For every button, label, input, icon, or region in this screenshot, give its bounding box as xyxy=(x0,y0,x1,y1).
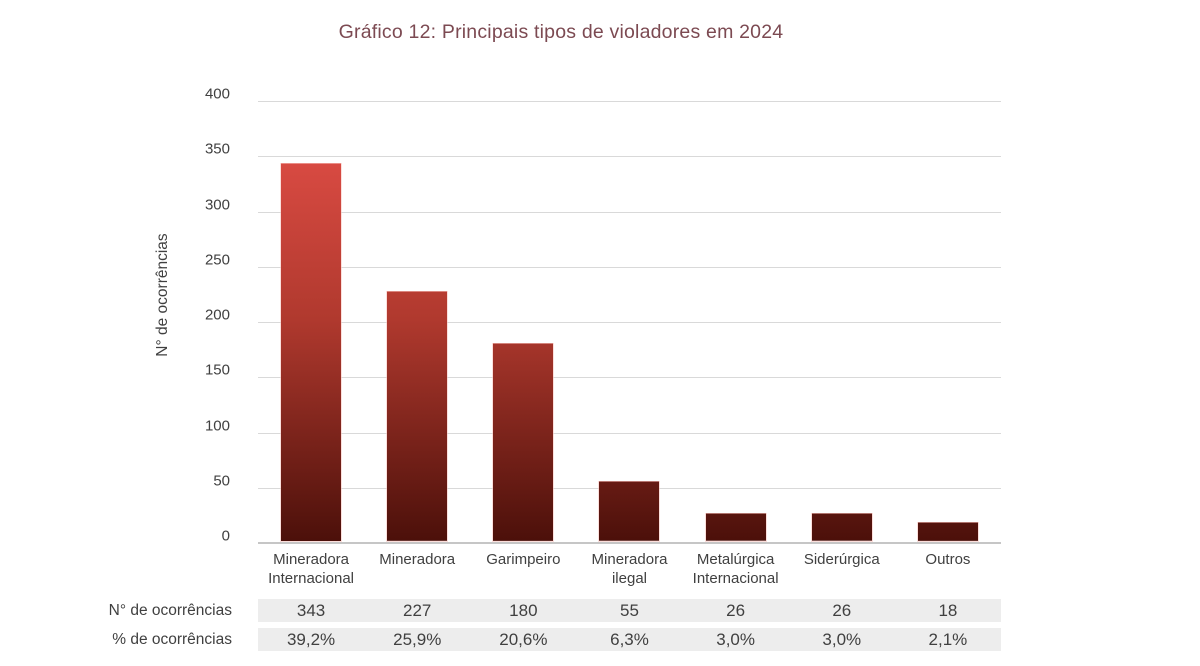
bar xyxy=(916,522,979,542)
category-label: Mineradora xyxy=(379,551,456,568)
table-row-label-occurrences: N° de ocorrências xyxy=(108,602,232,619)
y-tick-label: 400 xyxy=(204,85,230,103)
table-cell: 26 xyxy=(832,600,852,620)
table-cell: 20,6% xyxy=(499,629,548,649)
table-cell: 2,1% xyxy=(928,629,968,649)
y-tick-label: 300 xyxy=(204,196,230,213)
y-tick-label: 0 xyxy=(221,527,230,545)
bar xyxy=(280,163,343,542)
table-cell: 39,2% xyxy=(286,629,336,649)
bar-column xyxy=(576,100,682,542)
chart-title: Gráfico 12: Principais tipos de violador… xyxy=(338,21,784,43)
table-cell: 26 xyxy=(726,600,746,620)
table-row-label-percent: % de ocorrências xyxy=(112,631,232,648)
category-label: Mineradora ilegal xyxy=(591,551,668,587)
gridline xyxy=(258,322,1001,323)
gridline xyxy=(258,101,1001,102)
bar-column xyxy=(470,100,576,542)
x-axis-category-labels: Mineradora Internacional Mineradora Garimp… xyxy=(258,550,1001,588)
gridline xyxy=(258,156,1001,158)
y-axis-tick-labels: 0 50 100 150 200 250 300 350 400 xyxy=(0,86,230,545)
table-cell: 3,0% xyxy=(716,629,755,649)
gridline xyxy=(258,211,1001,213)
x-axis-baseline xyxy=(258,542,1001,544)
category-label: Siderúrgica xyxy=(803,551,880,568)
category-label: Garimpeiro xyxy=(486,551,561,568)
bar-column xyxy=(364,100,470,542)
bar xyxy=(810,513,873,542)
category-label: Metalúrgica Internacional xyxy=(692,551,779,587)
table-row-percent: 39,2% 25,9% 20,6% 6,3% 3,0% 3,0% 2,1% xyxy=(258,628,1001,651)
table-row-occurrences: 343 227 180 55 26 26 18 xyxy=(258,599,1001,622)
bar-column xyxy=(895,100,1001,542)
y-tick-label: 50 xyxy=(213,472,230,490)
gridline xyxy=(258,266,1001,268)
bar-series xyxy=(258,100,1001,542)
bar-column xyxy=(789,100,895,542)
bar xyxy=(386,291,449,542)
bar-column xyxy=(683,100,789,542)
table-cell: 343 xyxy=(296,600,326,620)
table-cell: 180 xyxy=(509,600,538,620)
table-cell: 227 xyxy=(403,600,432,620)
bar xyxy=(704,513,767,542)
table-cell: 6,3% xyxy=(610,629,649,649)
gridline xyxy=(258,432,1001,434)
y-tick-label: 350 xyxy=(204,140,230,158)
y-tick-label: 250 xyxy=(204,251,230,269)
table-cell: 18 xyxy=(938,600,958,620)
table-cell: 55 xyxy=(620,600,639,620)
table-cell: 25,9% xyxy=(393,629,442,649)
category-label: Outros xyxy=(925,551,971,568)
y-tick-label: 200 xyxy=(204,306,230,324)
table-cell: 3,0% xyxy=(822,629,862,649)
plot-area xyxy=(258,100,1001,544)
bar-column xyxy=(258,100,364,542)
category-label: Mineradora Internacional xyxy=(268,551,355,587)
y-tick-label: 150 xyxy=(204,361,230,379)
bar xyxy=(598,481,661,542)
bar xyxy=(492,343,555,542)
y-tick-label: 100 xyxy=(204,417,230,434)
gridline xyxy=(258,377,1001,379)
